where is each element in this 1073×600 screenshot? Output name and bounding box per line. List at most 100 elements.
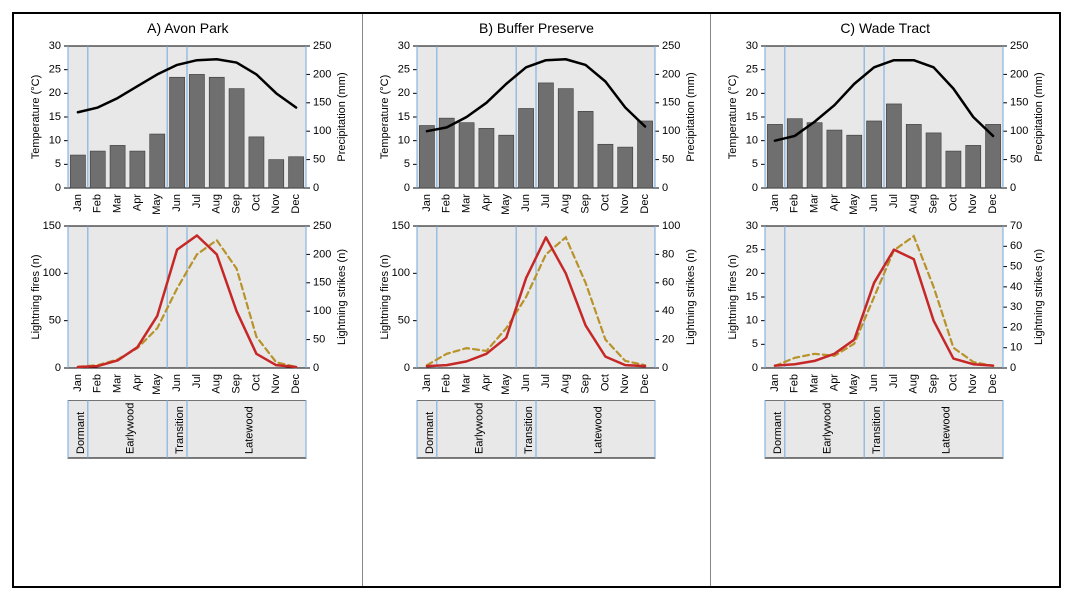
svg-text:Latewood: Latewood: [243, 406, 255, 454]
svg-text:250: 250: [313, 220, 331, 232]
svg-text:Mar: Mar: [111, 374, 123, 393]
svg-text:100: 100: [313, 305, 331, 317]
svg-text:Transition: Transition: [523, 406, 535, 454]
season-bands: DormantEarlywoodTransitionLatewood: [22, 400, 354, 460]
svg-text:50: 50: [313, 334, 325, 346]
climate-chart: 051015202530050100150200250JanFebMarAprM…: [371, 40, 703, 220]
svg-text:60: 60: [662, 277, 674, 289]
svg-text:Mar: Mar: [809, 194, 821, 213]
climate-chart: 051015202530050100150200250JanFebMarAprM…: [22, 40, 354, 220]
svg-text:5: 5: [752, 338, 758, 350]
svg-text:100: 100: [43, 267, 61, 279]
svg-text:Jun: Jun: [868, 194, 880, 212]
svg-text:20: 20: [662, 334, 674, 346]
lightning-chart: 050100150020406080100JanFebMarAprMayJunJ…: [371, 220, 703, 400]
svg-text:10: 10: [397, 135, 409, 147]
svg-text:100: 100: [662, 125, 680, 137]
svg-text:150: 150: [43, 220, 61, 232]
svg-text:Nov: Nov: [619, 194, 631, 214]
svg-text:10: 10: [746, 315, 758, 327]
svg-text:Jan: Jan: [769, 194, 781, 212]
svg-text:150: 150: [391, 220, 409, 232]
svg-text:Apr: Apr: [131, 194, 143, 211]
svg-text:20: 20: [1010, 321, 1022, 333]
svg-text:Nov: Nov: [968, 374, 980, 394]
svg-text:Jan: Jan: [72, 374, 84, 392]
svg-text:15: 15: [397, 111, 409, 123]
svg-text:200: 200: [662, 68, 680, 80]
svg-text:Oct: Oct: [250, 374, 262, 391]
svg-text:Lightning fires (n): Lightning fires (n): [727, 255, 739, 340]
svg-text:70: 70: [1010, 220, 1022, 232]
svg-text:0: 0: [662, 362, 668, 374]
svg-text:Jan: Jan: [420, 374, 432, 392]
climate-chart: 051015202530050100150200250JanFebMarAprM…: [719, 40, 1051, 220]
svg-text:Dec: Dec: [639, 374, 651, 394]
svg-text:Dec: Dec: [987, 374, 999, 394]
svg-text:Sep: Sep: [579, 194, 591, 214]
svg-text:150: 150: [313, 97, 331, 109]
svg-text:Jul: Jul: [539, 194, 551, 208]
svg-text:50: 50: [1010, 154, 1022, 166]
svg-text:Jul: Jul: [539, 374, 551, 388]
svg-text:Apr: Apr: [131, 374, 143, 391]
svg-text:Feb: Feb: [92, 374, 104, 393]
svg-text:30: 30: [746, 220, 758, 232]
svg-text:Dormant: Dormant: [772, 412, 784, 454]
svg-text:Dec: Dec: [987, 194, 999, 214]
svg-text:50: 50: [1010, 260, 1022, 272]
svg-text:Dormant: Dormant: [423, 412, 435, 454]
svg-text:0: 0: [55, 182, 61, 194]
svg-text:Nov: Nov: [619, 374, 631, 394]
svg-text:Precipitation (mm): Precipitation (mm): [685, 72, 697, 161]
svg-text:Sep: Sep: [928, 194, 940, 214]
svg-text:Oct: Oct: [948, 194, 960, 211]
svg-text:Aug: Aug: [211, 194, 223, 214]
svg-text:Oct: Oct: [599, 374, 611, 391]
svg-text:80: 80: [662, 248, 674, 260]
svg-text:Jun: Jun: [520, 374, 532, 392]
svg-text:100: 100: [1010, 125, 1028, 137]
svg-text:Sep: Sep: [230, 194, 242, 214]
svg-text:Jun: Jun: [171, 374, 183, 392]
svg-text:May: May: [151, 374, 163, 395]
svg-text:10: 10: [746, 135, 758, 147]
svg-text:0: 0: [55, 362, 61, 374]
svg-text:Jul: Jul: [191, 374, 203, 388]
svg-text:May: May: [500, 374, 512, 395]
svg-text:Lightning strikes (n): Lightning strikes (n): [685, 249, 697, 345]
svg-text:Oct: Oct: [250, 194, 262, 211]
svg-text:Earlywood: Earlywood: [473, 403, 485, 454]
svg-text:Lightning fires (n): Lightning fires (n): [30, 255, 42, 340]
svg-text:Jul: Jul: [191, 194, 203, 208]
panel-title: C) Wade Tract: [719, 20, 1051, 36]
svg-text:Jun: Jun: [171, 194, 183, 212]
svg-text:Sep: Sep: [928, 374, 940, 394]
svg-text:100: 100: [391, 267, 409, 279]
svg-text:5: 5: [55, 158, 61, 170]
svg-text:Apr: Apr: [829, 374, 841, 391]
season-bands: DormantEarlywoodTransitionLatewood: [719, 400, 1051, 460]
svg-text:10: 10: [1010, 342, 1022, 354]
svg-text:Oct: Oct: [948, 374, 960, 391]
panel-a: A) Avon Park051015202530050100150200250J…: [14, 14, 363, 586]
svg-text:150: 150: [662, 97, 680, 109]
svg-text:25: 25: [49, 64, 61, 76]
svg-text:Aug: Aug: [908, 194, 920, 214]
svg-text:Sep: Sep: [230, 374, 242, 394]
svg-text:Jan: Jan: [72, 194, 84, 212]
svg-text:Jul: Jul: [888, 194, 900, 208]
svg-text:Mar: Mar: [460, 194, 472, 213]
svg-text:May: May: [849, 374, 861, 395]
svg-text:30: 30: [49, 40, 61, 52]
svg-text:Dormant: Dormant: [75, 412, 87, 454]
svg-text:Aug: Aug: [908, 374, 920, 394]
svg-text:Apr: Apr: [480, 194, 492, 211]
svg-text:Nov: Nov: [270, 374, 282, 394]
svg-text:25: 25: [397, 64, 409, 76]
svg-text:May: May: [151, 194, 163, 215]
svg-text:15: 15: [49, 111, 61, 123]
svg-text:100: 100: [313, 125, 331, 137]
figure-frame: A) Avon Park051015202530050100150200250J…: [12, 12, 1061, 588]
svg-text:50: 50: [662, 154, 674, 166]
